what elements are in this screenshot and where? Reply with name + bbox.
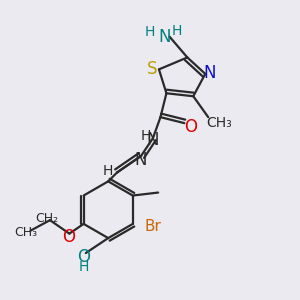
Text: H: H	[79, 260, 89, 274]
Text: N: N	[135, 151, 147, 169]
Text: H: H	[103, 164, 113, 178]
Text: N: N	[158, 28, 171, 46]
Text: O: O	[77, 248, 90, 266]
Text: N: N	[147, 131, 159, 149]
Text: H: H	[145, 25, 155, 39]
Text: CH₃: CH₃	[14, 226, 38, 238]
Text: H: H	[140, 129, 151, 143]
Text: CH₂: CH₂	[35, 212, 58, 225]
Text: CH₃: CH₃	[206, 116, 232, 130]
Text: N: N	[203, 64, 216, 82]
Text: O: O	[62, 228, 75, 246]
Text: H: H	[172, 24, 182, 38]
Text: S: S	[147, 60, 158, 78]
Text: Br: Br	[145, 219, 161, 234]
Text: O: O	[184, 118, 197, 136]
